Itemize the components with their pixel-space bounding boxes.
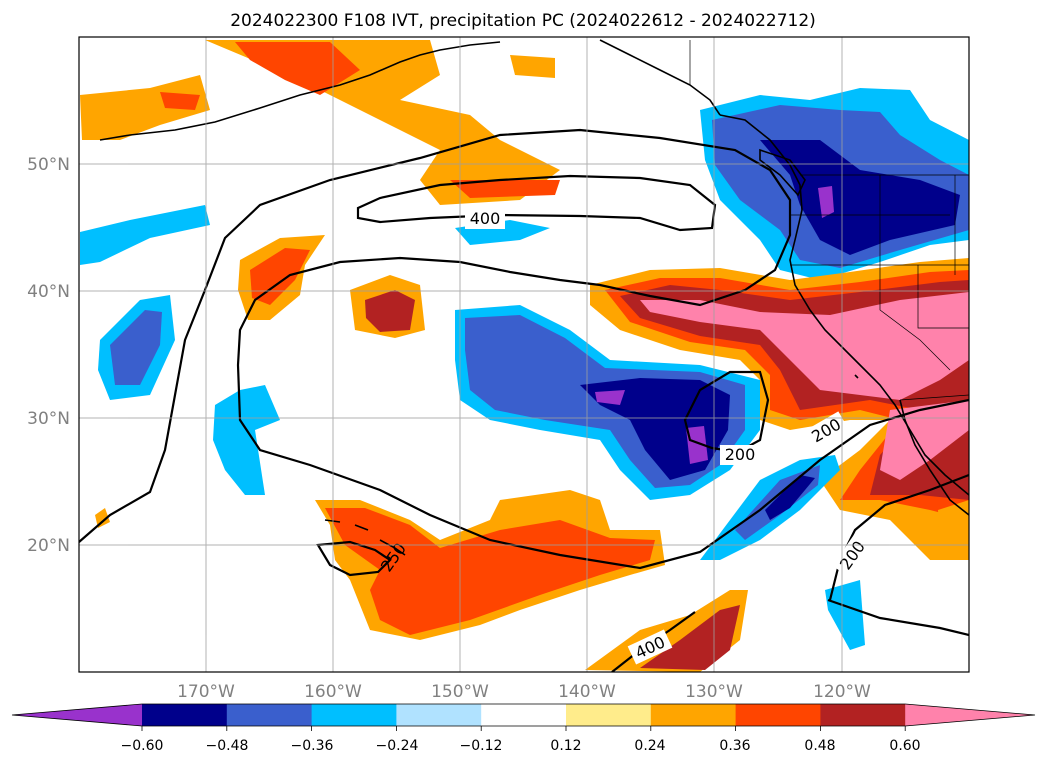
lat-label: 30°N — [27, 409, 70, 429]
colorbar-tick-label: −0.24 — [376, 738, 419, 754]
colorbar-segment — [650, 704, 737, 726]
coastline-guadalupe — [854, 374, 859, 379]
ivt-contour-200-outer — [79, 128, 969, 570]
pc-negative-core-west-1 — [110, 310, 162, 385]
border-california-nevada — [879, 265, 951, 371]
coastline-vancouver — [759, 148, 806, 197]
lat-label: 40°N — [27, 282, 70, 302]
pc-negative-band-southeast-extreme — [765, 475, 815, 520]
ivt-contour-label: 200 — [725, 445, 756, 464]
colorbar-tick-label: 0.12 — [550, 738, 581, 754]
lon-tick-labels: 170°W 160°W 150°W 140°W 130°W 120°W — [177, 682, 871, 702]
lat-tick-labels: 50°N 40°N 30°N 20°N — [27, 155, 70, 556]
pc-positive-core-gulf-alaska-2 — [450, 180, 560, 198]
colorbar-segment — [735, 704, 821, 726]
colorbar-segment — [905, 704, 1035, 726]
colorbar-tick-label: 0.36 — [719, 738, 750, 754]
pc-positive-region-north — [510, 55, 555, 78]
lat-label: 20°N — [27, 536, 70, 556]
political-borders — [689, 40, 969, 401]
map-frame — [78, 36, 970, 673]
pc-negative-extreme-central-2 — [686, 426, 708, 464]
coastline-baja — [899, 399, 969, 516]
colorbar-segment — [396, 704, 482, 726]
pc-negative-core-pnw — [760, 140, 960, 255]
coastline-north-america — [719, 114, 969, 496]
pc-positive-core-subtropical — [325, 508, 655, 635]
lon-label: 170°W — [177, 682, 235, 702]
colorbar-tick-label: −0.60 — [121, 738, 164, 754]
gridlines — [79, 37, 969, 672]
pc-positive-core-west-2 — [365, 290, 415, 332]
colorbar-tick-label: −0.36 — [291, 738, 334, 754]
map-panel: 400 200 200 250 200 400 — [78, 36, 970, 673]
precipitation-pc-fill — [80, 40, 969, 672]
lon-label: 150°W — [431, 682, 489, 702]
coastline-alaska — [99, 41, 501, 141]
coastline-alaska-panhandle — [599, 39, 721, 116]
figure-title: 2024022300 F108 IVT, precipitation PC (2… — [230, 11, 816, 31]
colorbar-tick-label: 0.48 — [804, 738, 835, 754]
border-us-mexico — [899, 394, 969, 401]
colorbar-segments — [11, 703, 1036, 727]
pc-positive-spot-west — [95, 508, 110, 528]
lat-label: 50°N — [27, 155, 70, 175]
pc-positive-spot-east — [938, 500, 969, 552]
colorbar-segment — [142, 704, 228, 726]
ivt-contour-200-subtropical — [683, 370, 770, 454]
ivt-contour-200-south — [827, 598, 969, 637]
lon-label: 120°W — [813, 682, 871, 702]
border-nevada-utah — [917, 265, 969, 329]
colorbar: −0.60 −0.48 −0.36 −0.24 −0.12 0.12 0.24 … — [11, 703, 1036, 754]
colorbar-segment — [311, 704, 397, 726]
colorbar-tick-label: −0.12 — [460, 738, 503, 754]
pc-positive-core-gulf-alaska — [235, 42, 360, 95]
pc-negative-extreme-central — [595, 390, 625, 405]
lon-label: 130°W — [685, 682, 743, 702]
colorbar-segment — [12, 704, 142, 726]
colorbar-segment — [226, 704, 313, 726]
pc-positive-extreme-california — [640, 292, 969, 400]
ivt-contour-label: 400 — [470, 209, 501, 228]
lon-label: 140°W — [558, 682, 616, 702]
pc-negative-extreme-pnw — [818, 186, 834, 218]
colorbar-segment — [820, 704, 906, 726]
ivt-contour-400-north — [356, 174, 717, 232]
pc-negative-region-west-3 — [80, 205, 210, 265]
lon-label: 160°W — [304, 682, 362, 702]
pc-negative-spot-south — [825, 580, 865, 650]
colorbar-segment — [481, 704, 567, 726]
pc-positive-region-aleutian — [80, 75, 210, 140]
colorbar-tick-label: −0.48 — [206, 738, 249, 754]
colorbar-tick-label: 0.60 — [889, 738, 920, 754]
colorbar-tick-label: 0.24 — [634, 738, 665, 754]
pc-positive-extreme-socal — [880, 400, 969, 480]
pc-positive-band-south-core — [640, 605, 740, 670]
pc-positive-core-aleutian — [160, 92, 200, 110]
pc-negative-region-west-2 — [213, 385, 280, 495]
colorbar-ticks — [141, 726, 906, 731]
colorbar-segment — [566, 704, 652, 726]
